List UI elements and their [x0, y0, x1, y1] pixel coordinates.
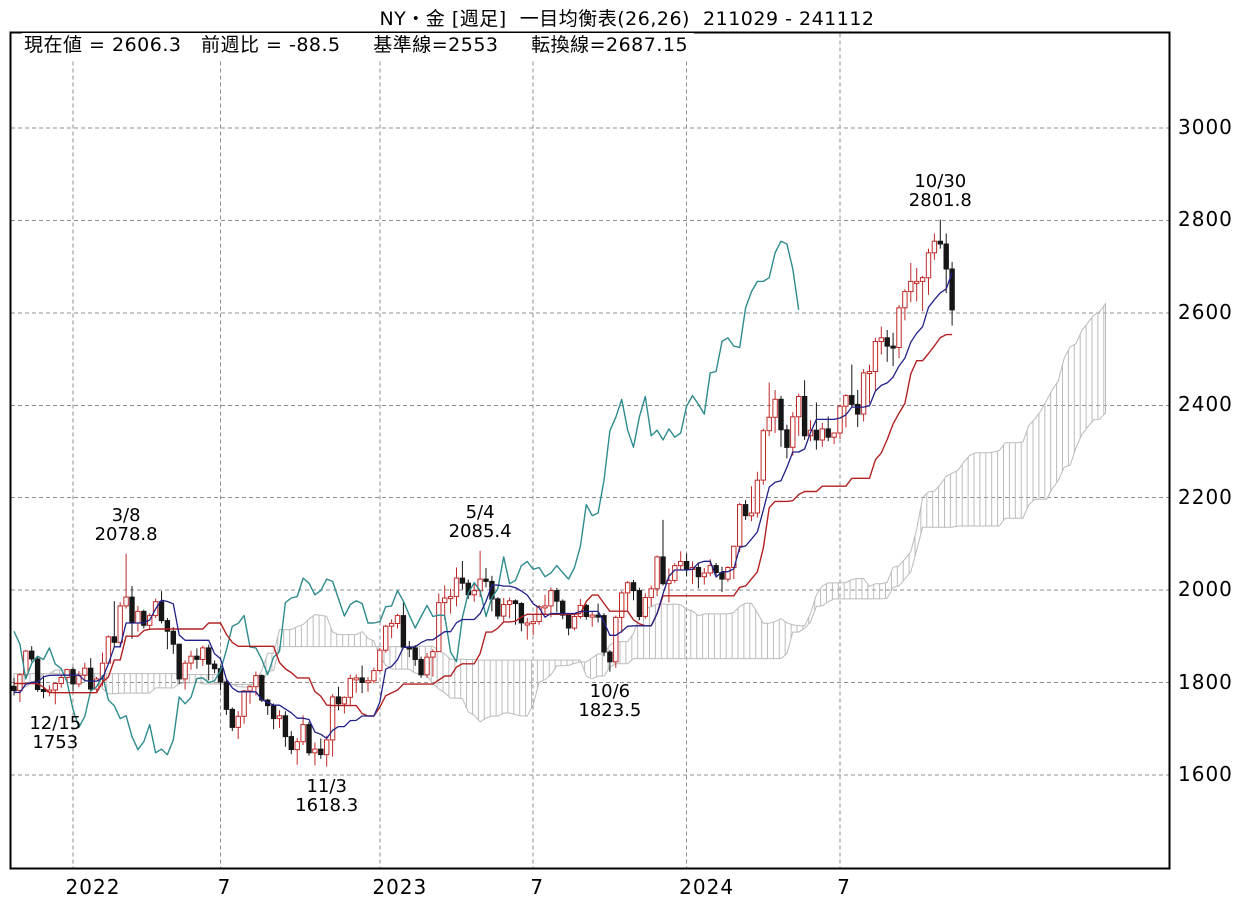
kijun-line	[14, 333, 953, 717]
chart-frame	[9, 31, 1171, 870]
annotation-date: 12/15	[29, 713, 82, 735]
y-axis-label: 2600	[1178, 299, 1233, 324]
annotation-value: 2078.8	[94, 523, 158, 545]
annotation-value: 1823.5	[578, 699, 642, 721]
annotation-date: 3/8	[111, 504, 141, 526]
y-axis-label: 2800	[1178, 207, 1233, 232]
y-axis-label: 1600	[1178, 762, 1233, 786]
annotation-value: 2801.8	[908, 189, 972, 211]
chart-title: NY・金 [週足] 一目均衡表(26,26) 211029 - 241112	[379, 8, 875, 30]
annotation-date: 5/4	[465, 501, 495, 523]
y-axis-label: 2000	[1178, 577, 1233, 602]
annotation-label: 10/6 1823.5	[578, 682, 641, 720]
chikou-line	[13, 240, 800, 756]
x-axis-label: 7	[837, 875, 851, 899]
gridlines	[11, 33, 1169, 868]
info-bar: 現在値 = 2606.3 前週比 = -88.5 基準線=2553 転換線=26…	[22, 33, 695, 59]
y-axis-label: 1800	[1178, 669, 1233, 694]
annotation-date: 10/6	[589, 680, 631, 702]
y-axis-label: 2400	[1178, 392, 1233, 417]
y-axis-label: 2200	[1178, 484, 1233, 509]
annotation-label: 11/3 1618.3	[295, 777, 358, 815]
x-axis-label: 7	[217, 875, 232, 899]
annotation-label: 10/30 2801.8	[909, 172, 972, 210]
tenkan-line	[13, 272, 953, 740]
x-axis-label: 2023	[372, 875, 428, 899]
candlesticks	[11, 219, 955, 767]
annotation-value: 2085.4	[448, 520, 512, 542]
y-axis-label: 3000	[1178, 115, 1233, 139]
annotation-value: 1618.3	[295, 794, 359, 816]
annotation-label: 5/4 2085.4	[449, 503, 512, 541]
annotation-value: 1753	[32, 732, 79, 754]
annotation-label: 12/15 1753	[29, 714, 81, 752]
x-axis-label: 7	[530, 875, 545, 899]
annotation-date: 11/3	[306, 775, 347, 797]
annotation-date: 10/30	[914, 170, 967, 192]
x-axis-label: 2024	[679, 875, 735, 899]
annotation-label: 3/8 2078.8	[95, 506, 158, 544]
x-axis-label: 2022	[65, 875, 121, 899]
